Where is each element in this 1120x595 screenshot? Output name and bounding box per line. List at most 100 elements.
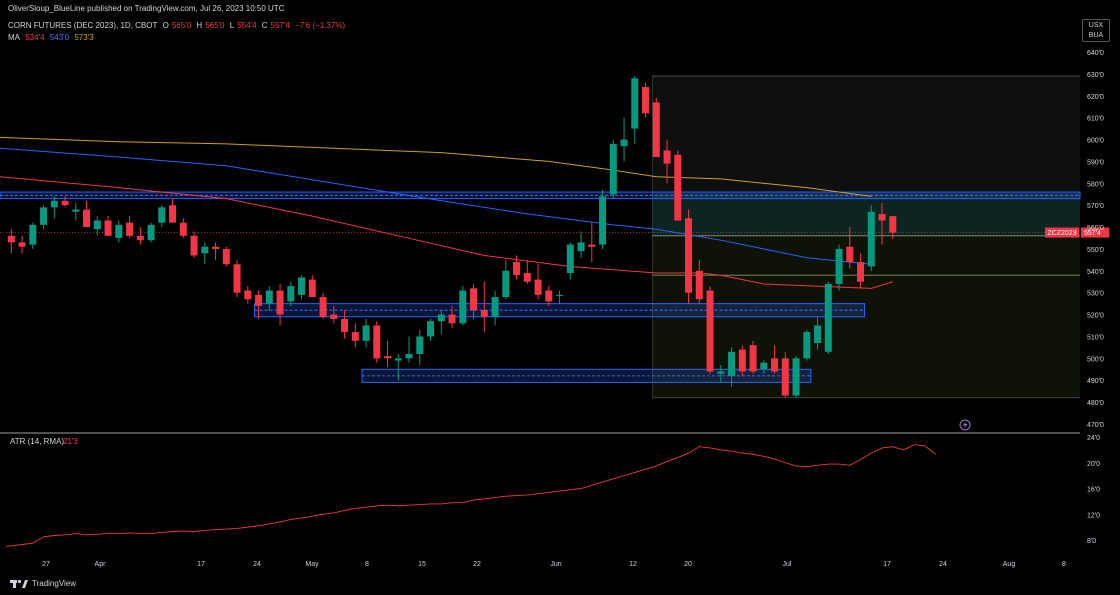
candle-body xyxy=(298,277,306,295)
price-tag-value: 557'4 xyxy=(1084,230,1101,237)
atr-axis[interactable]: 8'0 12'0 16'0 20'0 24'0 xyxy=(1087,435,1100,545)
candle-body xyxy=(179,222,187,236)
candle-body xyxy=(190,235,198,256)
candle-body xyxy=(459,290,467,324)
time-axis-label: 27 xyxy=(42,561,50,568)
time-axis-label: 12 xyxy=(629,561,637,568)
low-label: L xyxy=(229,21,235,30)
candle-body xyxy=(265,290,273,304)
price-axis-label: 490'0 xyxy=(1087,378,1104,385)
time-axis-label: 8 xyxy=(1062,561,1066,568)
time-axis-label: Jul xyxy=(783,561,792,568)
candle-body xyxy=(437,314,445,322)
price-tag-symbol: ZCZ2023 xyxy=(1047,230,1076,237)
price-axis-label: 610'0 xyxy=(1087,116,1104,123)
candle-body xyxy=(384,356,392,359)
candle-body xyxy=(287,286,295,302)
time-axis-label: 20 xyxy=(684,561,692,568)
currency-unit-button[interactable]: USX BUA xyxy=(1082,19,1110,42)
candle-body xyxy=(803,332,811,359)
high-value: 565'0 xyxy=(205,21,225,30)
candle-body xyxy=(534,279,542,295)
candle-body xyxy=(93,220,101,230)
candle-body xyxy=(115,224,123,238)
candle-body xyxy=(577,242,585,252)
candle-body xyxy=(244,290,252,300)
lightning-icon[interactable] xyxy=(959,419,971,431)
time-axis[interactable]: 27 Apr 17 24 May 8 15 22 Jun 12 20 Jul 17 24 Aug 8 xyxy=(42,561,1066,568)
time-axis-label: 24 xyxy=(253,561,261,568)
atr-axis-label: 24'0 xyxy=(1087,435,1100,442)
candle-body xyxy=(867,211,875,267)
candle-body xyxy=(319,297,327,317)
price-axis-label: 560'0 xyxy=(1087,225,1104,232)
price-tag: ZCZ2023 557'4 xyxy=(1045,227,1109,238)
atr-value: 21'3 xyxy=(63,437,78,446)
price-axis[interactable]: 470'0 480'0 490'0 500'0 510'0 520'0 530'0 540'0… xyxy=(1087,50,1104,429)
candle-body xyxy=(394,358,402,361)
time-axis-label: Jun xyxy=(550,561,561,568)
symbol-title: CORN FUTURES (DEC 2023), 1D, CBOT xyxy=(8,21,158,30)
price-axis-label: 570'0 xyxy=(1087,203,1104,210)
time-axis-label: Apr xyxy=(95,561,107,568)
candle-body xyxy=(470,288,478,311)
candle-body xyxy=(330,314,338,319)
candle-body xyxy=(835,248,843,284)
change-value: −7'6 (−1.37%) xyxy=(295,21,346,30)
candle-body xyxy=(706,290,714,372)
candle-body xyxy=(40,207,48,225)
candle-body xyxy=(104,220,112,236)
time-axis-label: 17 xyxy=(197,561,205,568)
candle-body xyxy=(362,325,370,341)
time-axis-label: Aug xyxy=(1003,561,1016,568)
long-position-tool[interactable] xyxy=(651,75,1080,399)
time-axis-label: 8 xyxy=(365,561,369,568)
candle-body xyxy=(427,321,435,337)
candle-body xyxy=(889,216,897,233)
time-axis-label: 24 xyxy=(939,561,947,568)
candle-body xyxy=(523,273,531,282)
ma-value-yellow: 573'3 xyxy=(74,33,94,42)
candle-body xyxy=(233,264,241,293)
ma-value-red: 534'4 xyxy=(25,33,45,42)
atr-axis-label: 12'0 xyxy=(1087,512,1100,519)
ma-legend: MA 534'4 543'0 573'3 xyxy=(8,33,97,42)
price-axis-label: 620'0 xyxy=(1087,94,1104,101)
candle-body xyxy=(556,294,564,296)
price-axis-label: 510'0 xyxy=(1087,334,1104,341)
candle-body xyxy=(222,248,230,265)
candle-body xyxy=(814,325,822,344)
price-axis-label: 640'0 xyxy=(1087,50,1104,57)
ma-label: MA xyxy=(8,33,20,42)
candle-body xyxy=(61,200,69,206)
close-label: C xyxy=(261,21,268,30)
candle-body xyxy=(599,196,607,245)
price-axis-label: 600'0 xyxy=(1087,138,1104,145)
candle-body xyxy=(201,246,209,254)
candle-body xyxy=(717,371,725,374)
price-axis-label: 540'0 xyxy=(1087,269,1104,276)
time-axis-label: 17 xyxy=(883,561,891,568)
candle-body xyxy=(545,290,553,302)
candle-body xyxy=(771,358,779,372)
candle-body xyxy=(588,244,596,247)
candle-body xyxy=(878,213,886,221)
price-axis-label: 550'0 xyxy=(1087,247,1104,254)
currency-line-2: BUA xyxy=(1088,32,1104,39)
low-value: 554'4 xyxy=(237,21,257,30)
symbol-legend: CORN FUTURES (DEC 2023), 1D, CBOT O 565'0… xyxy=(8,21,348,30)
atr-line xyxy=(5,444,937,547)
candle-body xyxy=(136,235,144,241)
position-target-area xyxy=(652,76,1080,236)
price-tag-symbol-bg xyxy=(1045,227,1079,238)
candle-body xyxy=(212,246,220,249)
candle-body xyxy=(781,358,789,396)
candle-body xyxy=(642,87,650,114)
price-axis-label: 520'0 xyxy=(1087,313,1104,320)
time-axis-label: 22 xyxy=(473,561,481,568)
tradingview-logo[interactable]: TradingView xyxy=(10,578,76,589)
candle-body xyxy=(405,353,413,359)
candle-body xyxy=(147,224,155,241)
candle-body xyxy=(631,78,639,129)
